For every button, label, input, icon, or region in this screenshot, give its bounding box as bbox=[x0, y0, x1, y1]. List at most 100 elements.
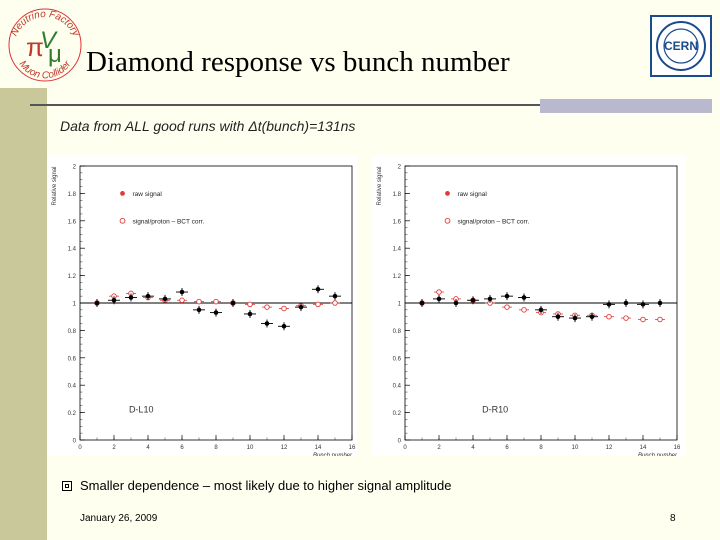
raw-point bbox=[197, 308, 202, 313]
bullet-point: Smaller dependence – most likely due to … bbox=[62, 478, 451, 493]
y-tick-label: 1.4 bbox=[68, 247, 77, 253]
raw-point bbox=[624, 301, 629, 306]
raw-point bbox=[316, 287, 321, 292]
chart-panel-left: 0 0.2 0.4 0.6 0.8 1 1.2 1.4 1.6 1.8 2 0 2 4 6 8 10 12 14 16… bbox=[47, 156, 357, 456]
legend-marker-raw bbox=[445, 191, 450, 196]
raw-point bbox=[146, 294, 151, 299]
raw-point bbox=[180, 290, 185, 295]
raw-point bbox=[299, 305, 304, 310]
y-tick-label: 1 bbox=[398, 302, 402, 308]
y-tick-label: 0.4 bbox=[393, 384, 402, 390]
raw-point bbox=[112, 298, 117, 303]
raw-point bbox=[231, 301, 236, 306]
title-divider-accent bbox=[540, 99, 712, 113]
x-tick-label: 4 bbox=[471, 445, 475, 451]
footer-date: January 26, 2009 bbox=[80, 513, 157, 524]
y-tick-label: 0.8 bbox=[393, 329, 402, 335]
y-tick-label: 2 bbox=[398, 165, 402, 171]
y-tick-label: 0.8 bbox=[68, 329, 77, 335]
corr-point bbox=[180, 298, 185, 303]
x-tick-label: 0 bbox=[403, 445, 407, 451]
corr-point bbox=[265, 305, 270, 310]
y-tick-label: 2 bbox=[73, 165, 77, 171]
legend-label-corr: signal/proton – BCT corr. bbox=[133, 218, 205, 225]
y-tick-label: 0.6 bbox=[68, 356, 77, 362]
x-tick-label: 2 bbox=[437, 445, 441, 451]
corr-point bbox=[248, 302, 253, 307]
raw-point bbox=[658, 301, 663, 306]
corr-point bbox=[607, 314, 612, 319]
y-axis-label: Relative signal bbox=[377, 166, 383, 205]
detector-label: D-L10 bbox=[129, 405, 154, 415]
raw-point bbox=[214, 310, 219, 315]
x-tick-label: 10 bbox=[247, 445, 254, 451]
corr-point bbox=[624, 316, 629, 321]
corr-point bbox=[214, 299, 219, 304]
y-tick-label: 1.8 bbox=[393, 192, 402, 198]
raw-point bbox=[95, 301, 100, 306]
raw-point bbox=[282, 324, 287, 329]
raw-point bbox=[248, 312, 253, 317]
raw-point bbox=[163, 297, 168, 302]
raw-point bbox=[333, 294, 338, 299]
y-tick-label: 0.6 bbox=[393, 356, 402, 362]
corr-point bbox=[505, 305, 510, 310]
raw-point bbox=[522, 295, 527, 300]
corr-point bbox=[197, 299, 202, 304]
x-tick-label: 6 bbox=[505, 445, 509, 451]
legend-marker-corr bbox=[445, 218, 450, 223]
x-tick-label: 12 bbox=[281, 445, 288, 451]
page-number: 8 bbox=[670, 513, 676, 524]
y-tick-label: 1.6 bbox=[393, 219, 402, 225]
bullet-marker-icon bbox=[62, 481, 72, 491]
x-tick-label: 14 bbox=[315, 445, 322, 451]
raw-point bbox=[265, 321, 270, 326]
raw-point bbox=[454, 301, 459, 306]
x-tick-label: 8 bbox=[539, 445, 543, 451]
slide-subtitle: Data from ALL good runs with Δt(bunch)=1… bbox=[60, 118, 355, 134]
left-decor-strip bbox=[0, 88, 47, 540]
legend-marker-corr bbox=[120, 218, 125, 223]
legend-label-raw: raw signal bbox=[458, 191, 488, 198]
raw-point bbox=[556, 314, 561, 319]
x-tick-label: 12 bbox=[606, 445, 613, 451]
x-tick-label: 10 bbox=[572, 445, 579, 451]
y-axis-label: Relative signal bbox=[52, 166, 58, 205]
x-tick-label: 14 bbox=[640, 445, 647, 451]
raw-point bbox=[488, 297, 493, 302]
y-tick-label: 1.2 bbox=[393, 274, 402, 280]
cern-logo-text: CERN bbox=[664, 39, 698, 53]
x-axis-label: Bunch number bbox=[313, 453, 353, 456]
x-tick-label: 2 bbox=[112, 445, 116, 451]
chart-panel-right: 0 0.2 0.4 0.6 0.8 1 1.2 1.4 1.6 1.8 2 0 2 4 6 8 10 12 14 16… bbox=[372, 156, 686, 456]
raw-point bbox=[437, 297, 442, 302]
x-tick-label: 16 bbox=[674, 445, 681, 451]
y-tick-label: 0 bbox=[398, 439, 402, 445]
x-tick-label: 8 bbox=[214, 445, 218, 451]
y-tick-label: 0.4 bbox=[68, 384, 77, 390]
raw-point bbox=[590, 314, 595, 319]
detector-label: D-R10 bbox=[482, 405, 508, 415]
legend-marker-raw bbox=[120, 191, 125, 196]
corr-point bbox=[522, 308, 527, 313]
raw-point bbox=[129, 295, 134, 300]
x-tick-label: 6 bbox=[180, 445, 184, 451]
raw-point bbox=[505, 294, 510, 299]
cern-logo: CERN bbox=[650, 15, 712, 77]
corr-point bbox=[641, 317, 646, 322]
corr-point bbox=[658, 317, 663, 322]
corr-point bbox=[333, 301, 338, 306]
y-tick-label: 0.2 bbox=[68, 411, 77, 417]
y-tick-label: 1.6 bbox=[68, 219, 77, 225]
raw-point bbox=[539, 308, 544, 313]
y-tick-label: 0 bbox=[73, 439, 77, 445]
y-tick-label: 0.2 bbox=[393, 411, 402, 417]
raw-point bbox=[607, 302, 612, 307]
x-tick-label: 0 bbox=[78, 445, 82, 451]
neutrino-factory-logo: Neutrino Factory Muon Collider π V μ bbox=[4, 4, 86, 86]
raw-point bbox=[471, 298, 476, 303]
mu-symbol: μ bbox=[48, 41, 62, 68]
legend-label-raw: raw signal bbox=[133, 191, 163, 198]
bullet-text: Smaller dependence – most likely due to … bbox=[80, 478, 451, 493]
y-tick-label: 1.2 bbox=[68, 274, 77, 280]
